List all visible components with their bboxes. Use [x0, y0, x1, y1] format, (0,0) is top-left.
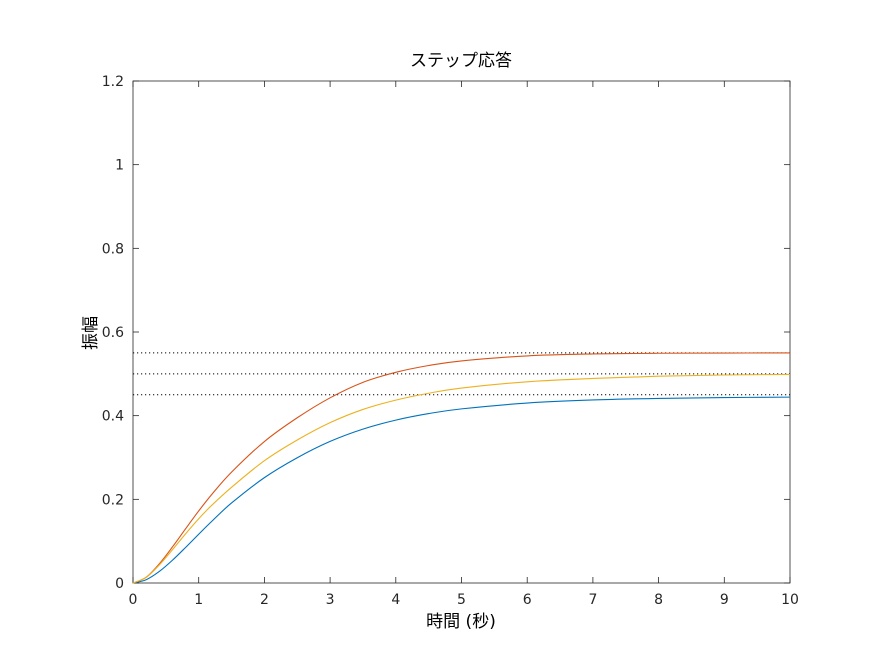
y-axis-label: 振幅 [81, 316, 101, 350]
series-line-1 [132, 396, 791, 584]
x-tick-label: 4 [391, 592, 400, 608]
x-tick-label: 5 [457, 592, 466, 608]
x-axis-label: 時間 (秒) [426, 612, 496, 632]
y-tick-label: 0 [115, 576, 124, 592]
y-tick-label: 1 [115, 158, 124, 174]
y-tick-label: 1.2 [102, 74, 124, 90]
y-tick-label: 0.4 [102, 409, 124, 425]
plot-area: 0 1 2 3 4 5 6 7 8 9 10 0 0.2 0.4 0.6 0.8 1 1.2 [102, 74, 799, 608]
x-tick-label: 6 [523, 592, 532, 608]
axes-box [132, 80, 791, 584]
x-tick-label: 0 [129, 592, 138, 608]
series-line-3 [132, 373, 791, 584]
x-tick-label: 10 [781, 592, 799, 608]
x-tick-label: 2 [260, 592, 269, 608]
x-tick-label: 9 [720, 592, 729, 608]
x-tick-label: 7 [588, 592, 597, 608]
series-line-2 [132, 352, 791, 584]
x-tick-label: 3 [326, 592, 335, 608]
y-tick-label: 0.2 [102, 492, 124, 508]
y-tick-label: 0.6 [102, 325, 124, 341]
x-tick-label: 8 [654, 592, 663, 608]
x-tick-label: 1 [194, 592, 203, 608]
chart-title: ステップ応答 [410, 51, 512, 71]
y-tick-label: 0.8 [102, 241, 124, 257]
